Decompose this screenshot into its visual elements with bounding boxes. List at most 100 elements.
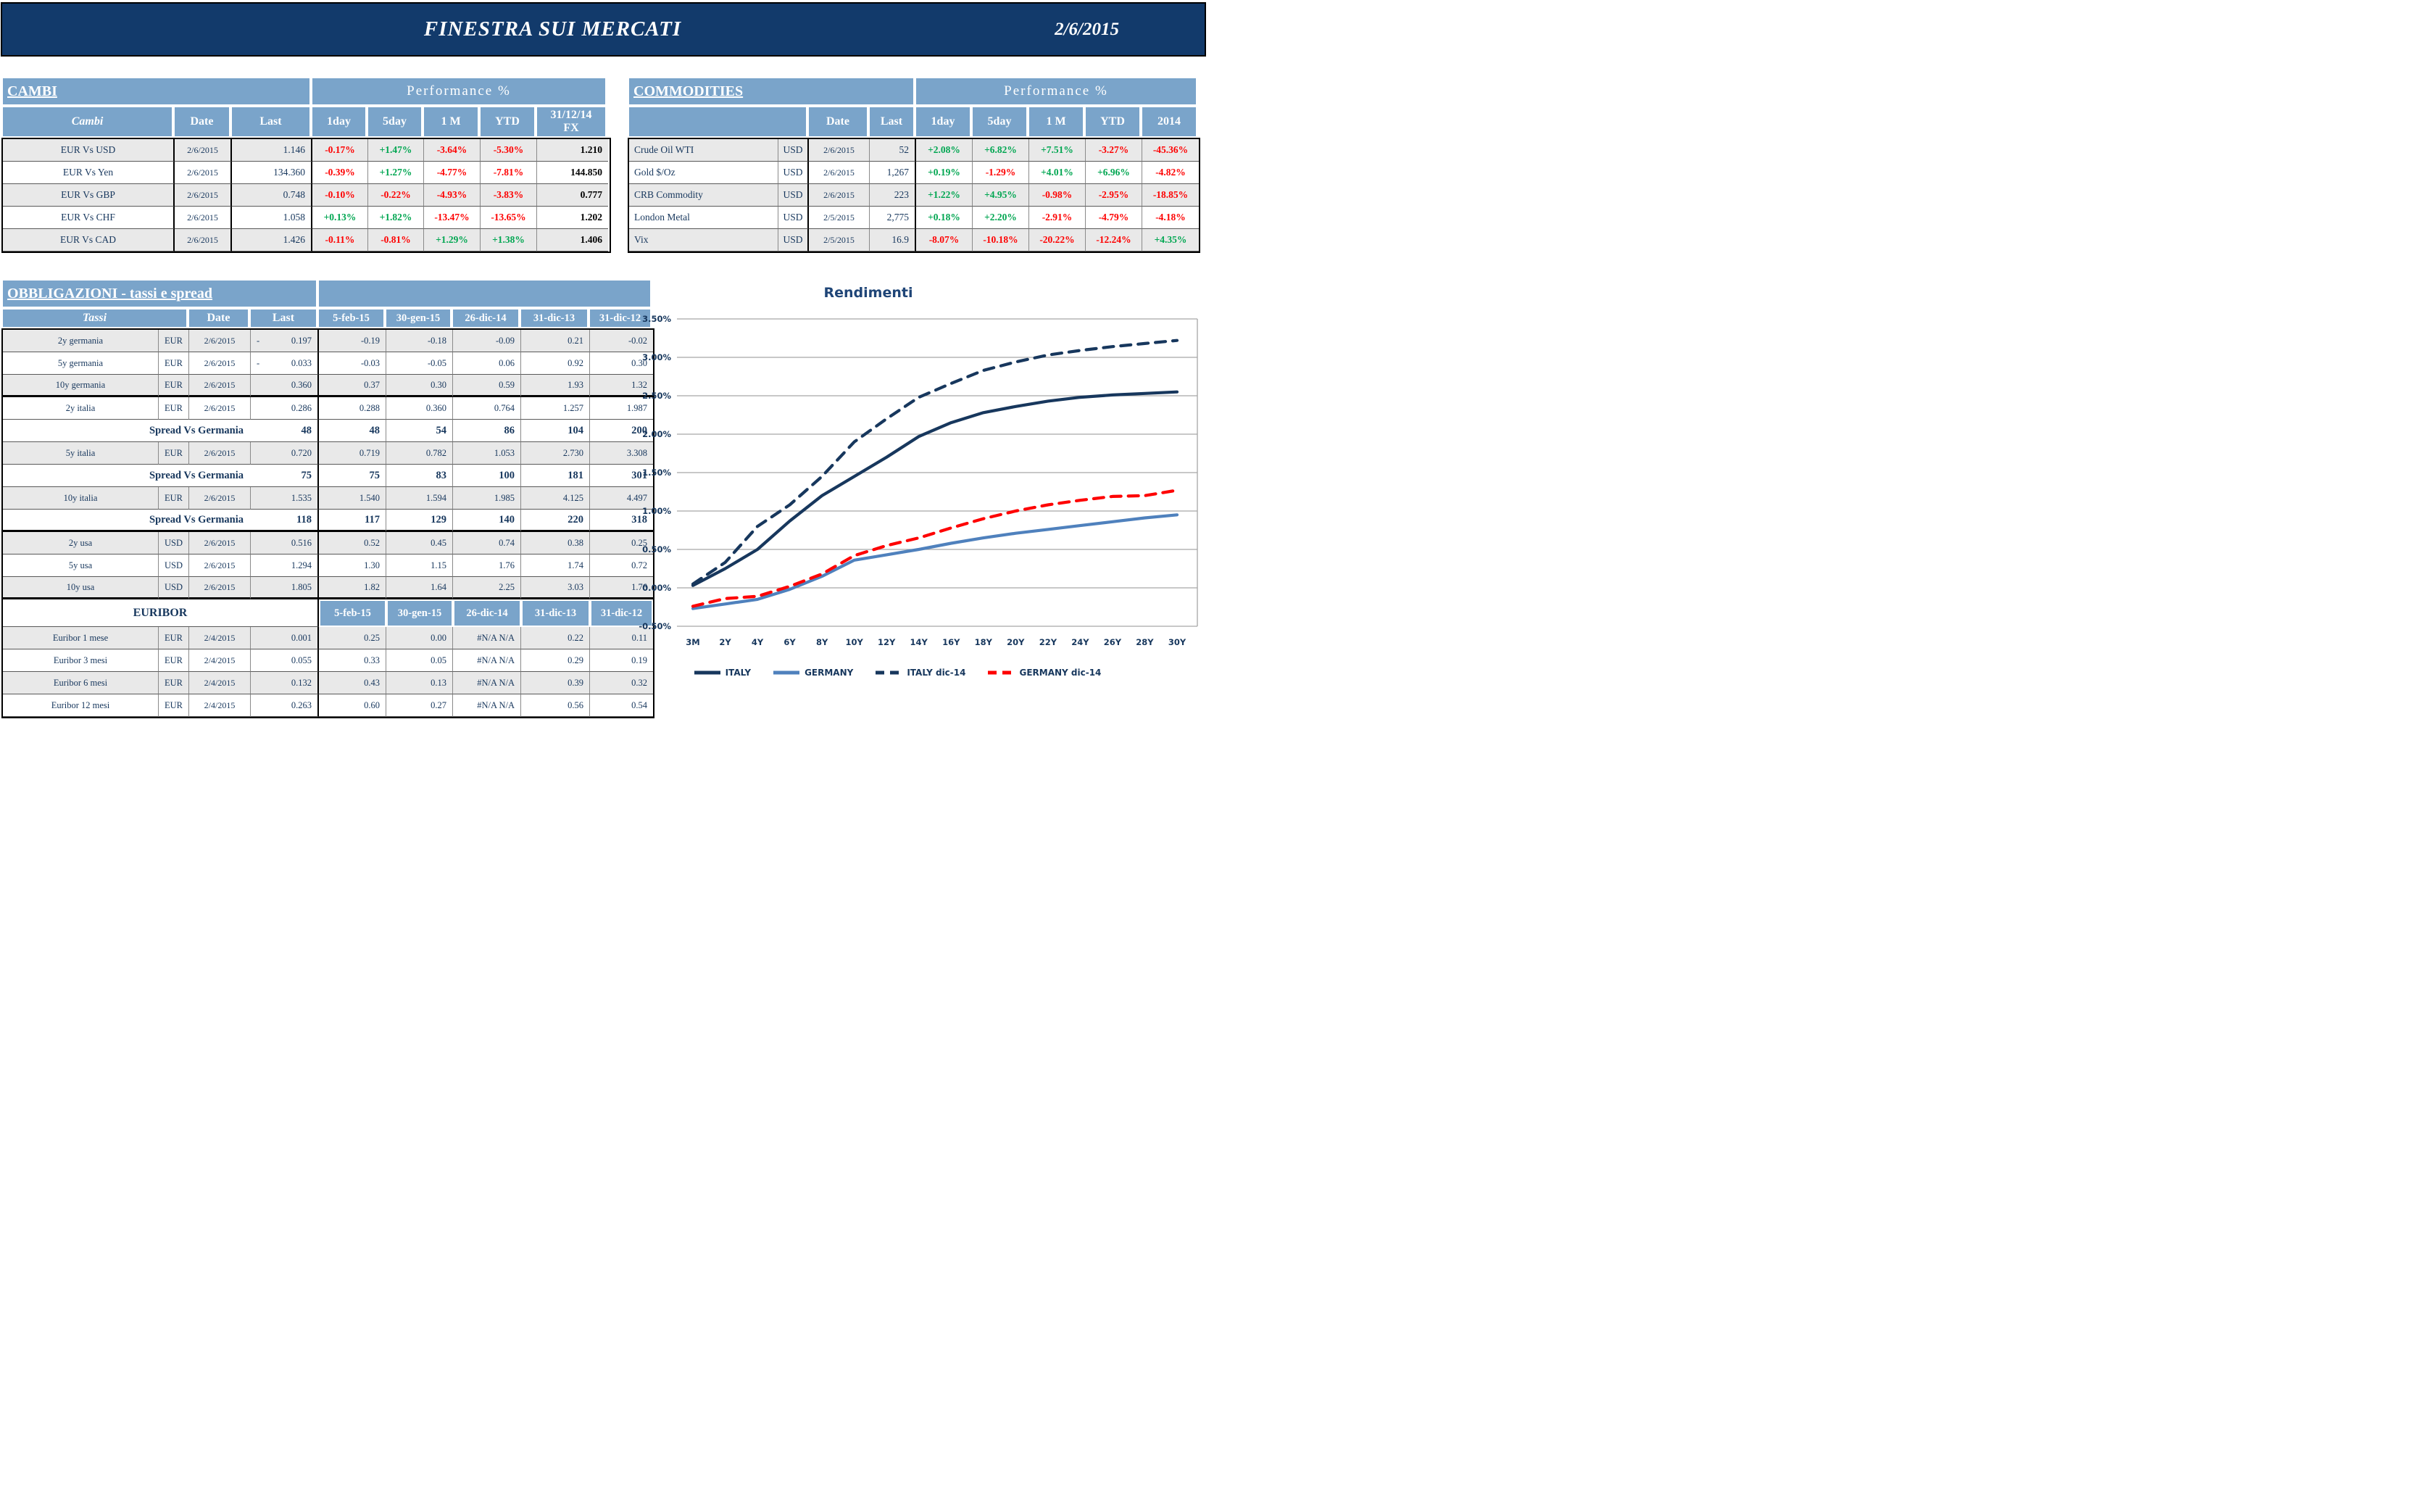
- cambi-perf-value: +1.47%: [368, 139, 424, 162]
- spread-history-value: 104: [521, 420, 590, 442]
- spread-history-value: 48: [319, 420, 386, 442]
- tassi-header: Tassi: [1, 308, 188, 328]
- commodity-row-label: London Metal: [629, 207, 778, 229]
- x-axis-label: 28Y: [1136, 637, 1154, 647]
- commodity-perf-value: -18.85%: [1142, 184, 1199, 207]
- bond-row-label: Euribor 6 mesi: [3, 672, 159, 694]
- y-axis-label: 3.00%: [642, 352, 671, 362]
- bond-history-value: 0.72: [590, 554, 653, 577]
- legend-item: GERMANY dic-14: [987, 668, 1101, 678]
- commodity-row-currency: USD: [778, 207, 809, 229]
- history-date-header: 26-dic-14: [452, 308, 520, 328]
- cambi-fx-value: 0.777: [537, 184, 608, 207]
- bond-history-value: 0.39: [521, 672, 590, 694]
- cambi-perf-value: -5.30%: [481, 139, 537, 162]
- cambi-fx-value: 1.210: [537, 139, 608, 162]
- bond-history-value: 0.30: [386, 375, 453, 397]
- y-axis-label: -0.50%: [639, 621, 671, 631]
- bond-history-value: 4.125: [521, 487, 590, 510]
- negative-sign: -: [257, 357, 260, 368]
- commodity-row-date: 2/6/2015: [809, 139, 870, 162]
- x-axis-label: 10Y: [845, 637, 863, 647]
- commodity-row-label: Crude Oil WTI: [629, 139, 778, 162]
- x-axis-label: 18Y: [975, 637, 993, 647]
- bond-row-label: 2y italia: [3, 397, 159, 420]
- cambi-row-label: EUR Vs Yen: [3, 162, 175, 184]
- spread-row-last: 75: [251, 465, 319, 487]
- bond-row-label: 5y germania: [3, 352, 159, 375]
- cambi-perf-value: -0.11%: [312, 229, 368, 252]
- cambi-perf-value: -0.17%: [312, 139, 368, 162]
- bond-row-date: 2/4/2015: [189, 694, 251, 717]
- bond-history-value: 1.15: [386, 554, 453, 577]
- bond-history-value: 0.05: [386, 649, 453, 672]
- x-axis-label: 20Y: [1007, 637, 1025, 647]
- bond-history-value: 1.987: [590, 397, 653, 420]
- spread-history-value: 86: [453, 420, 521, 442]
- bond-history-value: 0.30: [590, 352, 653, 375]
- bond-row-currency: USD: [159, 554, 189, 577]
- spread-history-value: 140: [453, 510, 521, 532]
- cambi-row-date: 2/6/2015: [175, 229, 232, 252]
- bond-history-value: 1.64: [386, 577, 453, 599]
- legend-line-sample: [876, 670, 902, 675]
- cambi-column-header: Cambi: [1, 106, 173, 138]
- commodity-row-last: 1,267: [870, 162, 916, 184]
- bond-row-date: 2/6/2015: [189, 352, 251, 375]
- bond-history-value: 1.053: [453, 442, 521, 465]
- bond-row-last: 0.720: [251, 442, 319, 465]
- bond-row-currency: EUR: [159, 487, 189, 510]
- euribor-date-header: 31-dic-13: [521, 599, 590, 627]
- bond-history-value: 1.82: [319, 577, 386, 599]
- bond-history-value: 0.74: [453, 532, 521, 554]
- bond-history-value: 0.38: [521, 532, 590, 554]
- bond-row-label: Euribor 12 mesi: [3, 694, 159, 717]
- bond-history-value: 0.782: [386, 442, 453, 465]
- legend-line-sample: [694, 670, 720, 675]
- commodities-column-header: 1day: [915, 106, 971, 138]
- cambi-perf-value: -4.93%: [424, 184, 481, 207]
- bond-row-date: 2/6/2015: [189, 375, 251, 397]
- commodity-row-currency: USD: [778, 162, 809, 184]
- bond-history-value: 0.27: [386, 694, 453, 717]
- y-axis-label: 2.50%: [642, 391, 671, 401]
- x-axis-label: 14Y: [910, 637, 928, 647]
- bond-row-last: 0.286: [251, 397, 319, 420]
- commodity-perf-value: +2.08%: [916, 139, 973, 162]
- euribor-date-header: 30-gen-15: [386, 599, 453, 627]
- bond-row-currency: EUR: [159, 672, 189, 694]
- negative-sign: -: [257, 335, 260, 346]
- obbligazioni-title: OBBLIGAZIONI - tassi e spread: [7, 285, 213, 302]
- bond-history-value: -0.18: [386, 330, 453, 352]
- bond-row-label: 2y usa: [3, 532, 159, 554]
- bond-history-value: 0.11: [590, 627, 653, 649]
- bond-row-currency: USD: [159, 577, 189, 599]
- bond-history-value: #N/A N/A: [453, 694, 521, 717]
- legend-label: ITALY: [725, 668, 752, 678]
- bond-history-value: 0.25: [590, 532, 653, 554]
- bond-history-value: 0.25: [319, 627, 386, 649]
- bond-row-date: 2/6/2015: [189, 487, 251, 510]
- cambi-perf-value: -13.47%: [424, 207, 481, 229]
- cambi-row-last: 1.146: [232, 139, 312, 162]
- bond-history-value: 0.288: [319, 397, 386, 420]
- y-axis-label: 2.00%: [642, 429, 671, 439]
- bond-history-value: 0.00: [386, 627, 453, 649]
- title-banner: FINESTRA SUI MERCATI 2/6/2015: [1, 2, 1206, 57]
- cambi-performance-title: Performance %: [311, 77, 607, 106]
- euribor-date-header: 26-dic-14: [453, 599, 521, 627]
- cambi-perf-value: -3.83%: [481, 184, 537, 207]
- cambi-perf-value: -0.22%: [368, 184, 424, 207]
- spread-history-value: 100: [453, 465, 521, 487]
- date-header: Date: [188, 308, 249, 328]
- cambi-column-header: 1day: [311, 106, 367, 138]
- last-header: Last: [249, 308, 317, 328]
- obbligazioni-title-spacer: [317, 279, 652, 308]
- commodity-perf-value: +2.20%: [973, 207, 1029, 229]
- cambi-perf-value: -0.81%: [368, 229, 424, 252]
- spread-history-value: 318: [590, 510, 653, 532]
- spread-row-last: 118: [251, 510, 319, 532]
- cambi-fx-value: 1.406: [537, 229, 608, 252]
- commodity-perf-value: -10.18%: [973, 229, 1029, 252]
- page-title: FINESTRA SUI MERCATI: [423, 17, 682, 41]
